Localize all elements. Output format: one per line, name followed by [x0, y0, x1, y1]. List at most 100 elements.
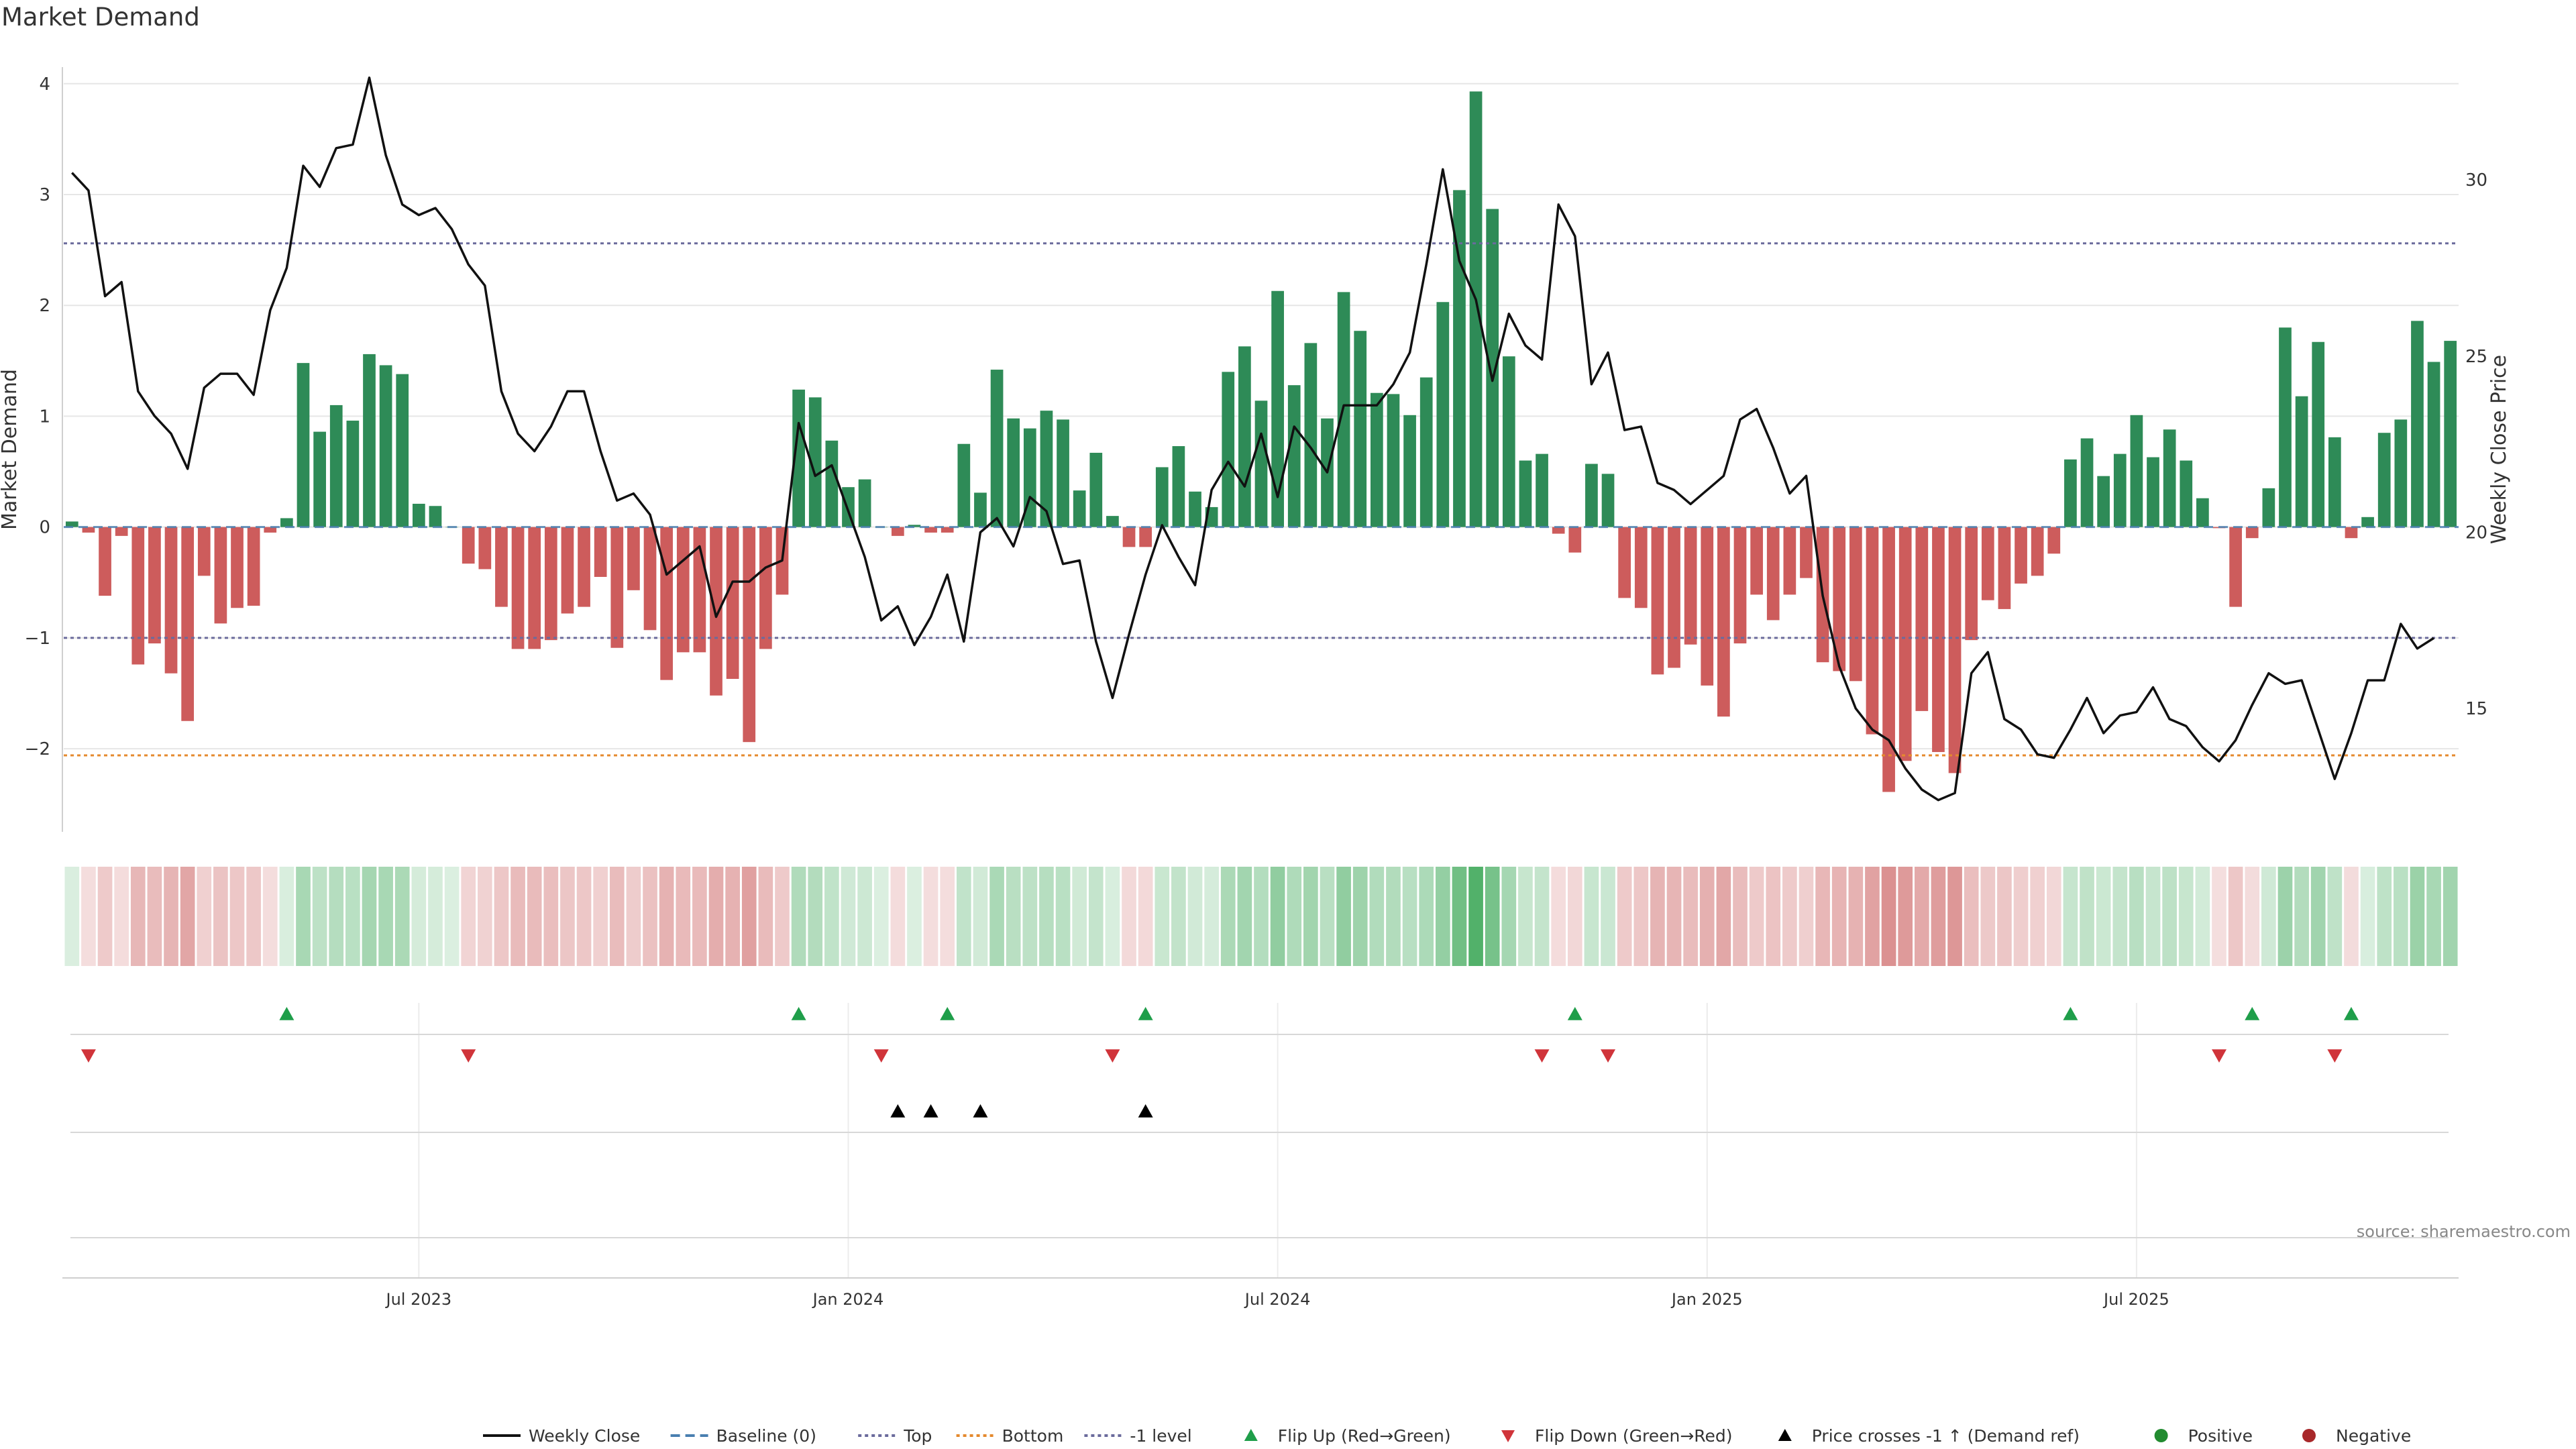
demand-bar — [1998, 527, 2011, 609]
demand-bar — [610, 527, 624, 648]
y-tick-label: 1 — [39, 407, 50, 427]
legend-label: Bottom — [1002, 1426, 1064, 1446]
heat-strip-cell — [2112, 867, 2128, 966]
demand-bar — [280, 518, 293, 527]
heat-strip-cell — [1799, 867, 1814, 966]
heat-strip-cell — [1072, 867, 1087, 966]
demand-bar — [957, 443, 971, 527]
flip-down-marker — [873, 1049, 889, 1063]
demand-bar — [1750, 527, 1763, 595]
heat-strip-cell — [1303, 867, 1318, 966]
heat-strip-cell — [428, 867, 443, 966]
demand-bar — [214, 527, 227, 624]
heat-strip-cell — [841, 867, 856, 966]
heat-strip-cell — [1601, 867, 1615, 966]
demand-bar — [297, 363, 310, 527]
flip-up-marker — [791, 1007, 806, 1020]
heat-strip-cell — [1567, 867, 1582, 966]
price-cross-marker — [890, 1104, 906, 1118]
heat-strip-cell — [873, 867, 889, 966]
demand-bar — [1634, 527, 1648, 608]
demand-bar — [1155, 467, 1169, 527]
demand-bar — [478, 527, 492, 570]
demand-bar — [1387, 394, 1400, 527]
heat-strip-cell — [923, 867, 938, 966]
y2-tick-label: 30 — [2465, 170, 2487, 191]
demand-bar — [1965, 527, 1978, 641]
demand-bar — [974, 492, 987, 527]
x-tick-label: Jul 2025 — [2102, 1290, 2169, 1309]
heat-strip-cell — [2080, 867, 2094, 966]
heat-strip-cell — [1947, 867, 1962, 966]
heat-strip-cell — [2162, 867, 2177, 966]
demand-bar — [1833, 527, 1846, 672]
y-tick-label: 4 — [39, 74, 50, 95]
demand-bar — [1502, 356, 1515, 527]
legend-label: Flip Down (Green→Red) — [1535, 1426, 1733, 1446]
demand-bar — [544, 527, 557, 641]
demand-bar — [1419, 377, 1433, 527]
heat-strip-cell — [130, 867, 146, 966]
demand-bar — [1733, 527, 1747, 644]
heat-strip-cell — [1022, 867, 1038, 966]
heat-strip-cell — [1039, 867, 1054, 966]
flip-up-marker — [2343, 1007, 2359, 1020]
heat-strip-cell — [2360, 867, 2375, 966]
legend-swatch — [2154, 1429, 2168, 1442]
demand-bar — [2080, 438, 2094, 527]
heat-strip-cell — [692, 867, 707, 966]
demand-bar — [2361, 517, 2374, 527]
heat-strip-cell — [246, 867, 261, 966]
heat-strip-cell — [2096, 867, 2111, 966]
legend-swatch — [2302, 1429, 2316, 1442]
heat-strip-cell — [394, 867, 410, 966]
heat-strip-cell — [1815, 867, 1830, 966]
demand-bar — [412, 503, 425, 527]
demand-bar — [1089, 452, 1103, 527]
heat-strip-cell — [1931, 867, 1946, 966]
demand-bar — [1304, 343, 1318, 527]
heat-strip-cell — [1964, 867, 1979, 966]
heat-strip-cell — [411, 867, 427, 966]
heat-strip-cell — [1336, 867, 1351, 966]
y-tick-label: 2 — [39, 296, 50, 316]
demand-bar — [2015, 527, 2027, 584]
heat-strip-cell — [1386, 867, 1401, 966]
demand-bar — [1057, 419, 1069, 527]
heat-strip-cell — [1848, 867, 1864, 966]
heat-strip-cell — [2063, 867, 2078, 966]
heat-strip-cell — [1485, 867, 1500, 966]
demand-bar — [1882, 527, 1895, 792]
heat-strip-cell — [1171, 867, 1186, 966]
heat-strip-cell — [362, 867, 377, 966]
demand-bar — [264, 527, 277, 533]
demand-bar — [1403, 415, 1416, 527]
heat-strip-cell — [741, 867, 757, 966]
heat-strip-cell — [1666, 867, 1682, 966]
demand-bar — [726, 527, 739, 679]
demand-bar — [396, 374, 409, 527]
heat-strip-cell — [1584, 867, 1599, 966]
heat-strip-cell — [593, 867, 608, 966]
heat-strip-cell — [1683, 867, 1698, 966]
price-cross-marker — [973, 1104, 988, 1118]
flip-up-marker — [1567, 1007, 1582, 1020]
heat-strip-cell — [1155, 867, 1170, 966]
demand-bar — [2245, 527, 2259, 539]
legend-label: Price crosses -1 ↑ (Demand ref) — [1812, 1426, 2080, 1446]
demand-bar — [941, 527, 954, 533]
flip-up-marker — [2245, 1007, 2260, 1020]
flip-down-marker — [80, 1049, 96, 1063]
heat-strip-cell — [676, 867, 691, 966]
demand-bar — [1073, 490, 1086, 527]
heat-strip-cell — [1254, 867, 1269, 966]
heat-strip-cell — [1881, 867, 1896, 966]
heat-strip-cell — [2426, 867, 2441, 966]
demand-bar — [825, 440, 839, 527]
demand-bar — [1783, 527, 1796, 595]
legend-item: -1 level — [1084, 1426, 1192, 1446]
legend-label: Negative — [2336, 1426, 2411, 1446]
heat-strip-cell — [2410, 867, 2425, 966]
heat-strip-cell — [2443, 867, 2458, 966]
